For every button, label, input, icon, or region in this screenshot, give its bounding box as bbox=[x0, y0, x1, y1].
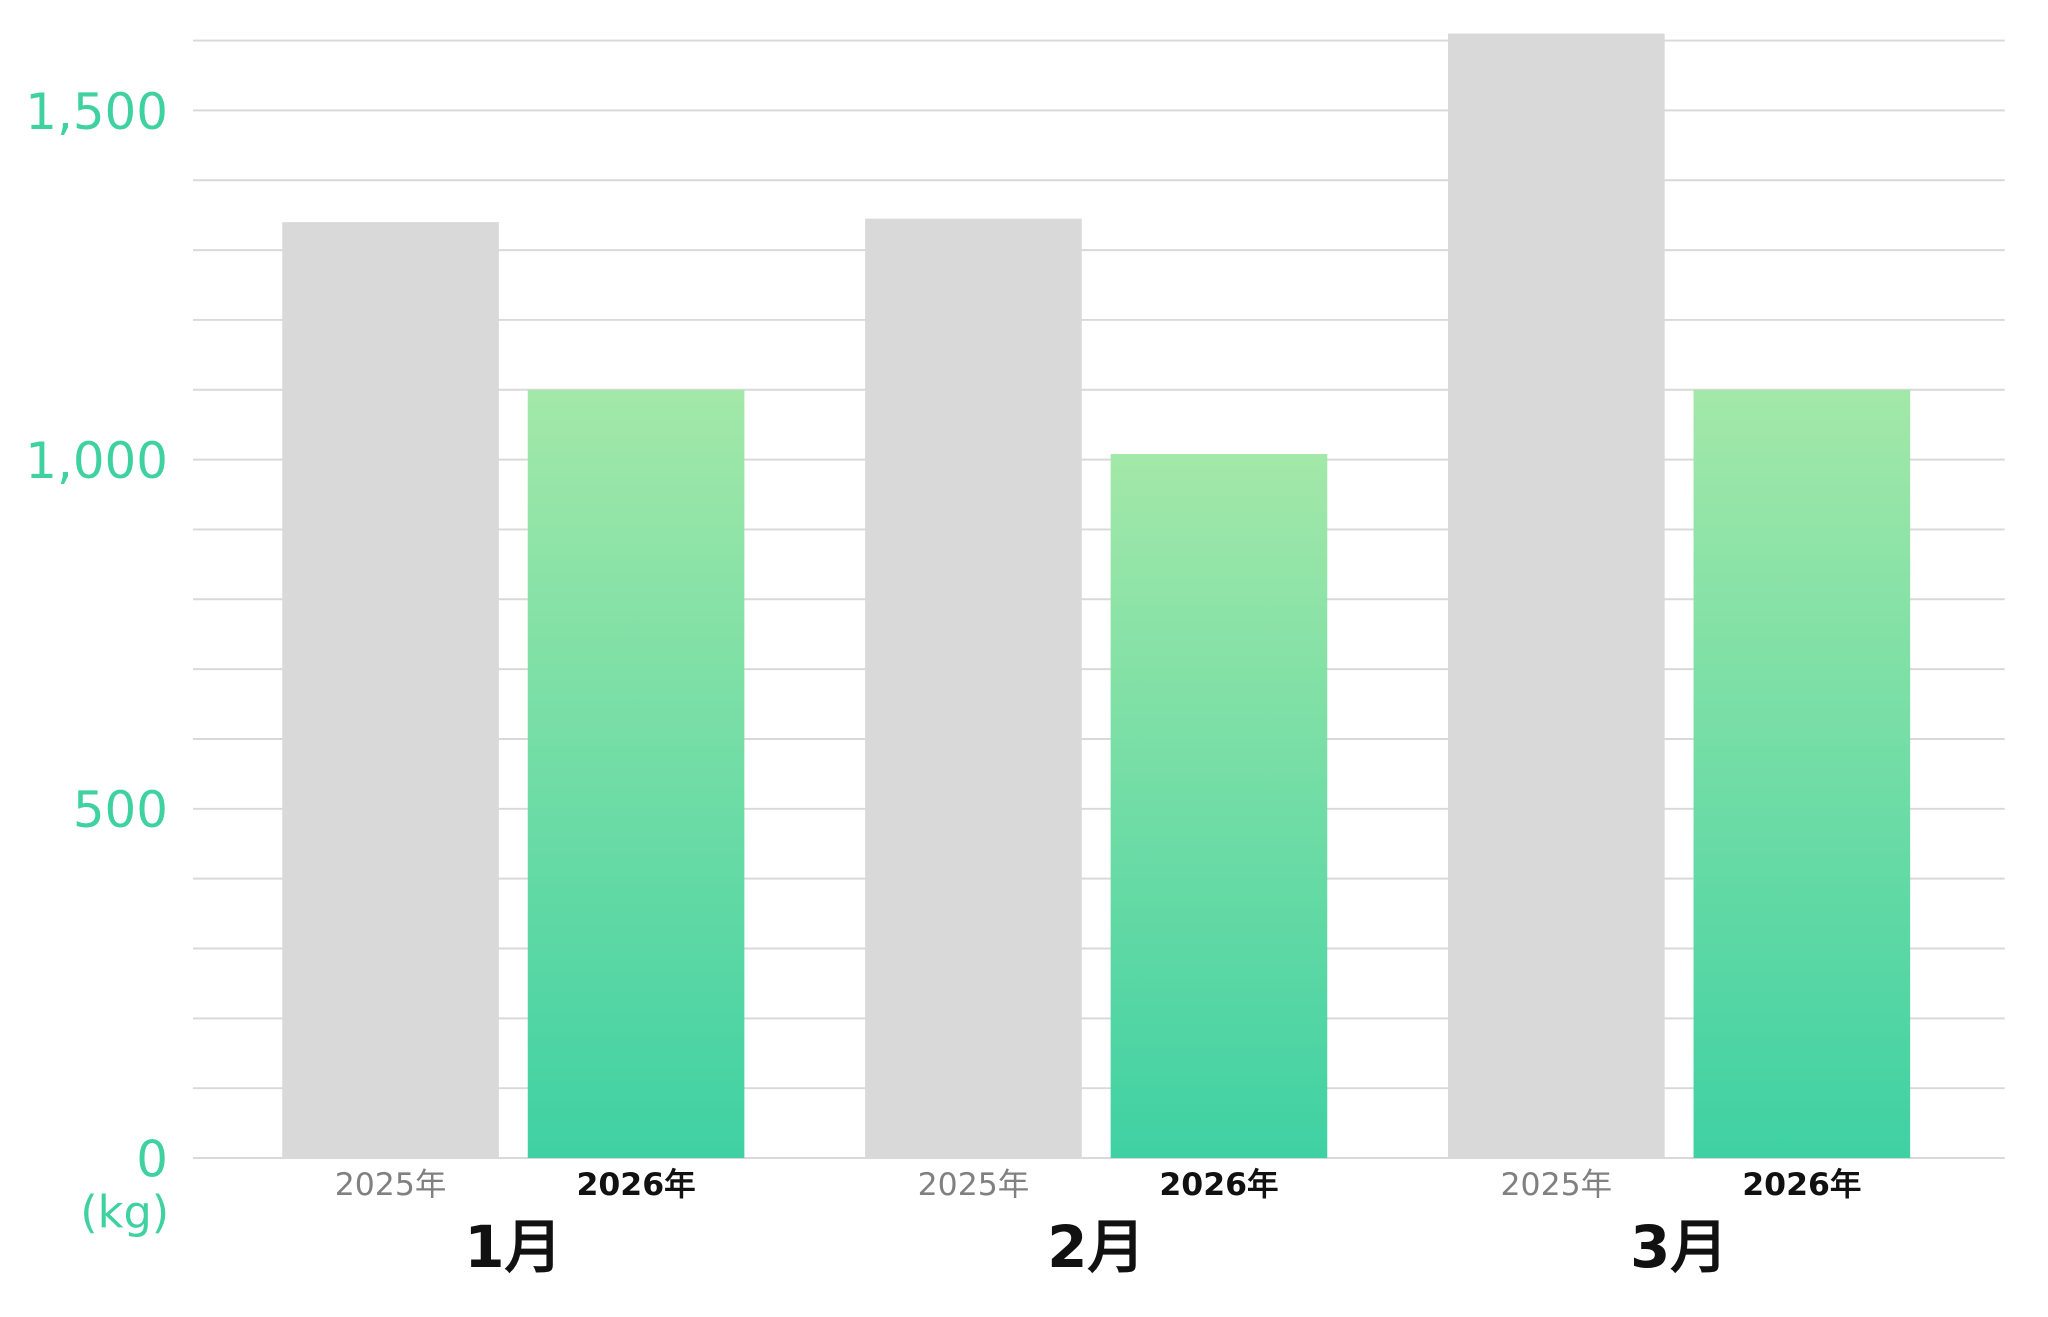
x-category-label: 1月 bbox=[464, 1213, 562, 1281]
y-tick-label: 500 bbox=[73, 781, 168, 839]
unit-label: (kg) bbox=[80, 1187, 169, 1239]
series-label: 2025年 bbox=[918, 1167, 1030, 1203]
x-category-label: 2月 bbox=[1047, 1213, 1145, 1281]
series-label: 2026年 bbox=[1159, 1167, 1278, 1203]
bar-2025年-2月 bbox=[865, 218, 1082, 1159]
series-label: 2026年 bbox=[1742, 1167, 1861, 1203]
x-category-label: 3月 bbox=[1630, 1213, 1728, 1281]
series-label: 2025年 bbox=[335, 1167, 447, 1203]
y-tick-label: 1,500 bbox=[25, 83, 168, 141]
series-label: 2025年 bbox=[1501, 1167, 1613, 1203]
bar-2026年-2月 bbox=[1110, 454, 1328, 1159]
bar-2026年-1月 bbox=[527, 389, 745, 1159]
series-label: 2026年 bbox=[576, 1167, 695, 1203]
bar-2025年-1月 bbox=[282, 222, 499, 1159]
y-tick-label: 1,000 bbox=[25, 432, 168, 490]
y-tick-label: 0 bbox=[136, 1130, 168, 1188]
bar-2026年-3月 bbox=[1693, 389, 1911, 1159]
labels: 0 500 1,000 1,500 2025年 2026年 1月 2025年 2026年 2月 20… bbox=[25, 83, 1861, 1281]
bars bbox=[282, 33, 1911, 1159]
bar-2025年-3月 bbox=[1448, 33, 1665, 1159]
